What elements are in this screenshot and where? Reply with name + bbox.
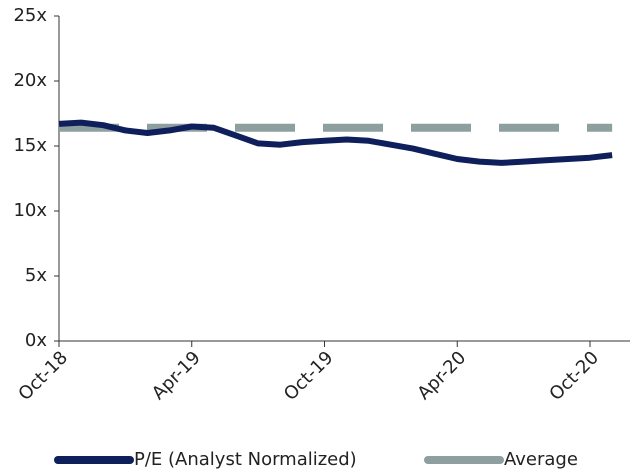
legend-label: Average (504, 449, 578, 470)
x-tick-label: Oct-18 (14, 347, 72, 405)
legend-label: P/E (Analyst Normalized) (134, 449, 357, 470)
y-tick-label: 10x (13, 200, 47, 221)
y-tick-label: 15x (13, 135, 47, 156)
x-tick-label: Oct-20 (545, 347, 603, 405)
x-tick-label: Oct-19 (280, 347, 338, 405)
y-tick-label: 25x (13, 5, 47, 26)
y-tick-label: 0x (25, 330, 47, 351)
y-tick-label: 20x (13, 70, 47, 91)
x-tick-label: Apr-20 (413, 347, 470, 404)
x-tick-label: Apr-19 (148, 347, 205, 404)
y-tick-label: 5x (25, 265, 47, 286)
series-line (58, 119, 613, 166)
